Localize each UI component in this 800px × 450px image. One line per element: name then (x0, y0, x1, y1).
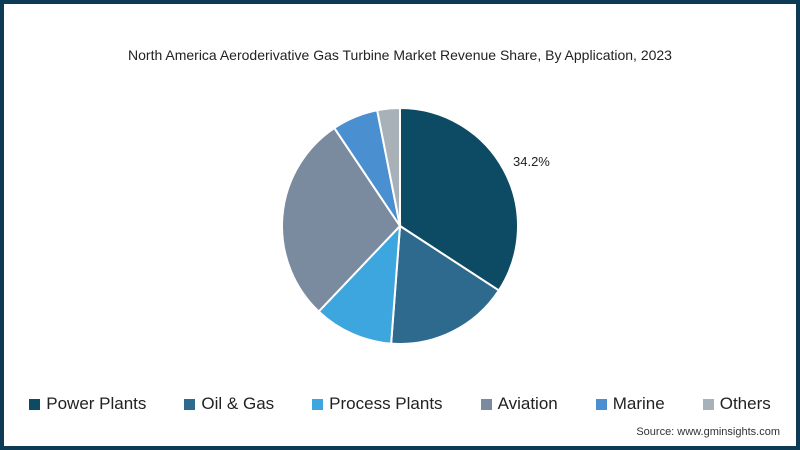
legend-label: Marine (612, 394, 665, 413)
legend-item-oil-gas: Oil & Gas (184, 394, 274, 414)
legend-swatch-icon (595, 398, 607, 410)
legend-item-power-plants: Power Plants (29, 394, 146, 414)
legend-label: Aviation (497, 394, 558, 413)
pie-slices (281, 106, 519, 345)
legend-item-process-plants: Process Plants (312, 394, 443, 414)
legend-swatch-icon (29, 398, 41, 410)
legend-label: Others (719, 394, 771, 413)
pie-slice-process-plants (317, 223, 402, 345)
legend-item-aviation: Aviation (480, 394, 558, 414)
power-plants-data-label: 34.2% (513, 154, 550, 169)
legend-item-others: Others (702, 394, 771, 414)
legend-swatch-icon (312, 398, 324, 410)
legend-swatch-icon (184, 398, 196, 410)
pie-slice-aviation (281, 126, 402, 313)
legend-item-marine: Marine (595, 394, 665, 414)
chart-title: North America Aeroderivative Gas Turbine… (128, 47, 672, 63)
legend-swatch-icon (480, 398, 492, 410)
legend-swatch-icon (702, 398, 714, 410)
pie-slice-others (375, 106, 401, 227)
legend-label: Power Plants (46, 394, 147, 413)
legend-label: Oil & Gas (201, 394, 275, 413)
legend-label: Process Plants (329, 394, 443, 413)
chart-legend: Power Plants Oil & Gas Process Plants Av… (0, 394, 800, 414)
pie-slice-oil-gas (390, 224, 501, 345)
source-note: Source: www.gminsights.com (636, 426, 780, 438)
